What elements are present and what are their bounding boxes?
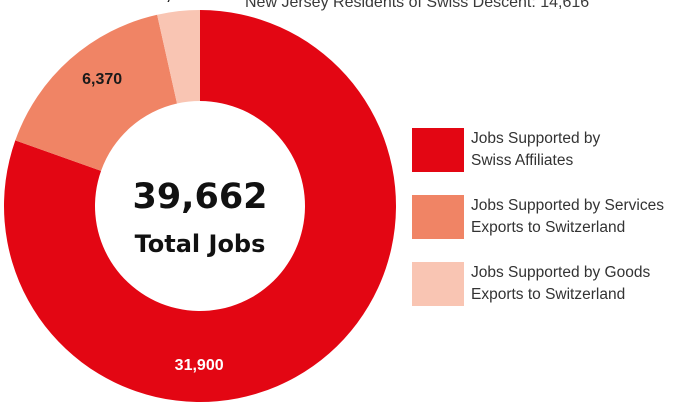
legend-swatch-swiss-affiliates bbox=[412, 128, 464, 172]
legend-item-goods-exports: Jobs Supported by Goods Exports to Switz… bbox=[412, 260, 686, 308]
residents-note: New Jersey Residents of Swiss Descent: 1… bbox=[245, 0, 590, 11]
donut-slice-services-exports bbox=[15, 14, 178, 171]
slice-label-swiss-affiliates: 31,900 bbox=[175, 357, 224, 374]
slice-label-goods-exports: 1,392 bbox=[157, 0, 197, 3]
legend: Jobs Supported by Swiss Affiliates Jobs … bbox=[412, 126, 686, 327]
legend-label-line: Swiss Affiliates bbox=[471, 152, 574, 169]
legend-label-line: Jobs Supported by bbox=[471, 130, 601, 147]
legend-label-line: Exports to Switzerland bbox=[471, 286, 626, 303]
donut-chart: 31,900 6,370 1,392 39,662 Total Jobs bbox=[3, 0, 397, 403]
donut-slice-swiss-affiliates bbox=[3, 10, 397, 403]
legend-label-line: Jobs Supported by Services bbox=[471, 197, 664, 214]
legend-label-swiss-affiliates: Jobs Supported by Swiss Affiliates bbox=[471, 128, 686, 172]
legend-item-swiss-affiliates: Jobs Supported by Swiss Affiliates bbox=[412, 126, 686, 174]
legend-swatch-goods-exports bbox=[412, 262, 464, 306]
slice-labels: 31,900 6,370 1,392 bbox=[82, 0, 224, 374]
legend-label-line: Exports to Switzerland bbox=[471, 219, 626, 236]
legend-label-goods-exports: Jobs Supported by Goods Exports to Switz… bbox=[471, 262, 686, 306]
total-jobs-value: 39,662 bbox=[132, 177, 267, 217]
slice-label-services-exports: 6,370 bbox=[82, 71, 122, 88]
donut-slice-goods-exports bbox=[157, 10, 200, 104]
legend-item-services-exports: Jobs Supported by Services Exports to Sw… bbox=[412, 193, 686, 241]
donut-slices bbox=[3, 10, 397, 403]
legend-swatch-services-exports bbox=[412, 195, 464, 239]
total-jobs-label: Total Jobs bbox=[135, 230, 266, 258]
legend-label-services-exports: Jobs Supported by Services Exports to Sw… bbox=[471, 195, 686, 239]
legend-label-line: Jobs Supported by Goods bbox=[471, 264, 651, 281]
